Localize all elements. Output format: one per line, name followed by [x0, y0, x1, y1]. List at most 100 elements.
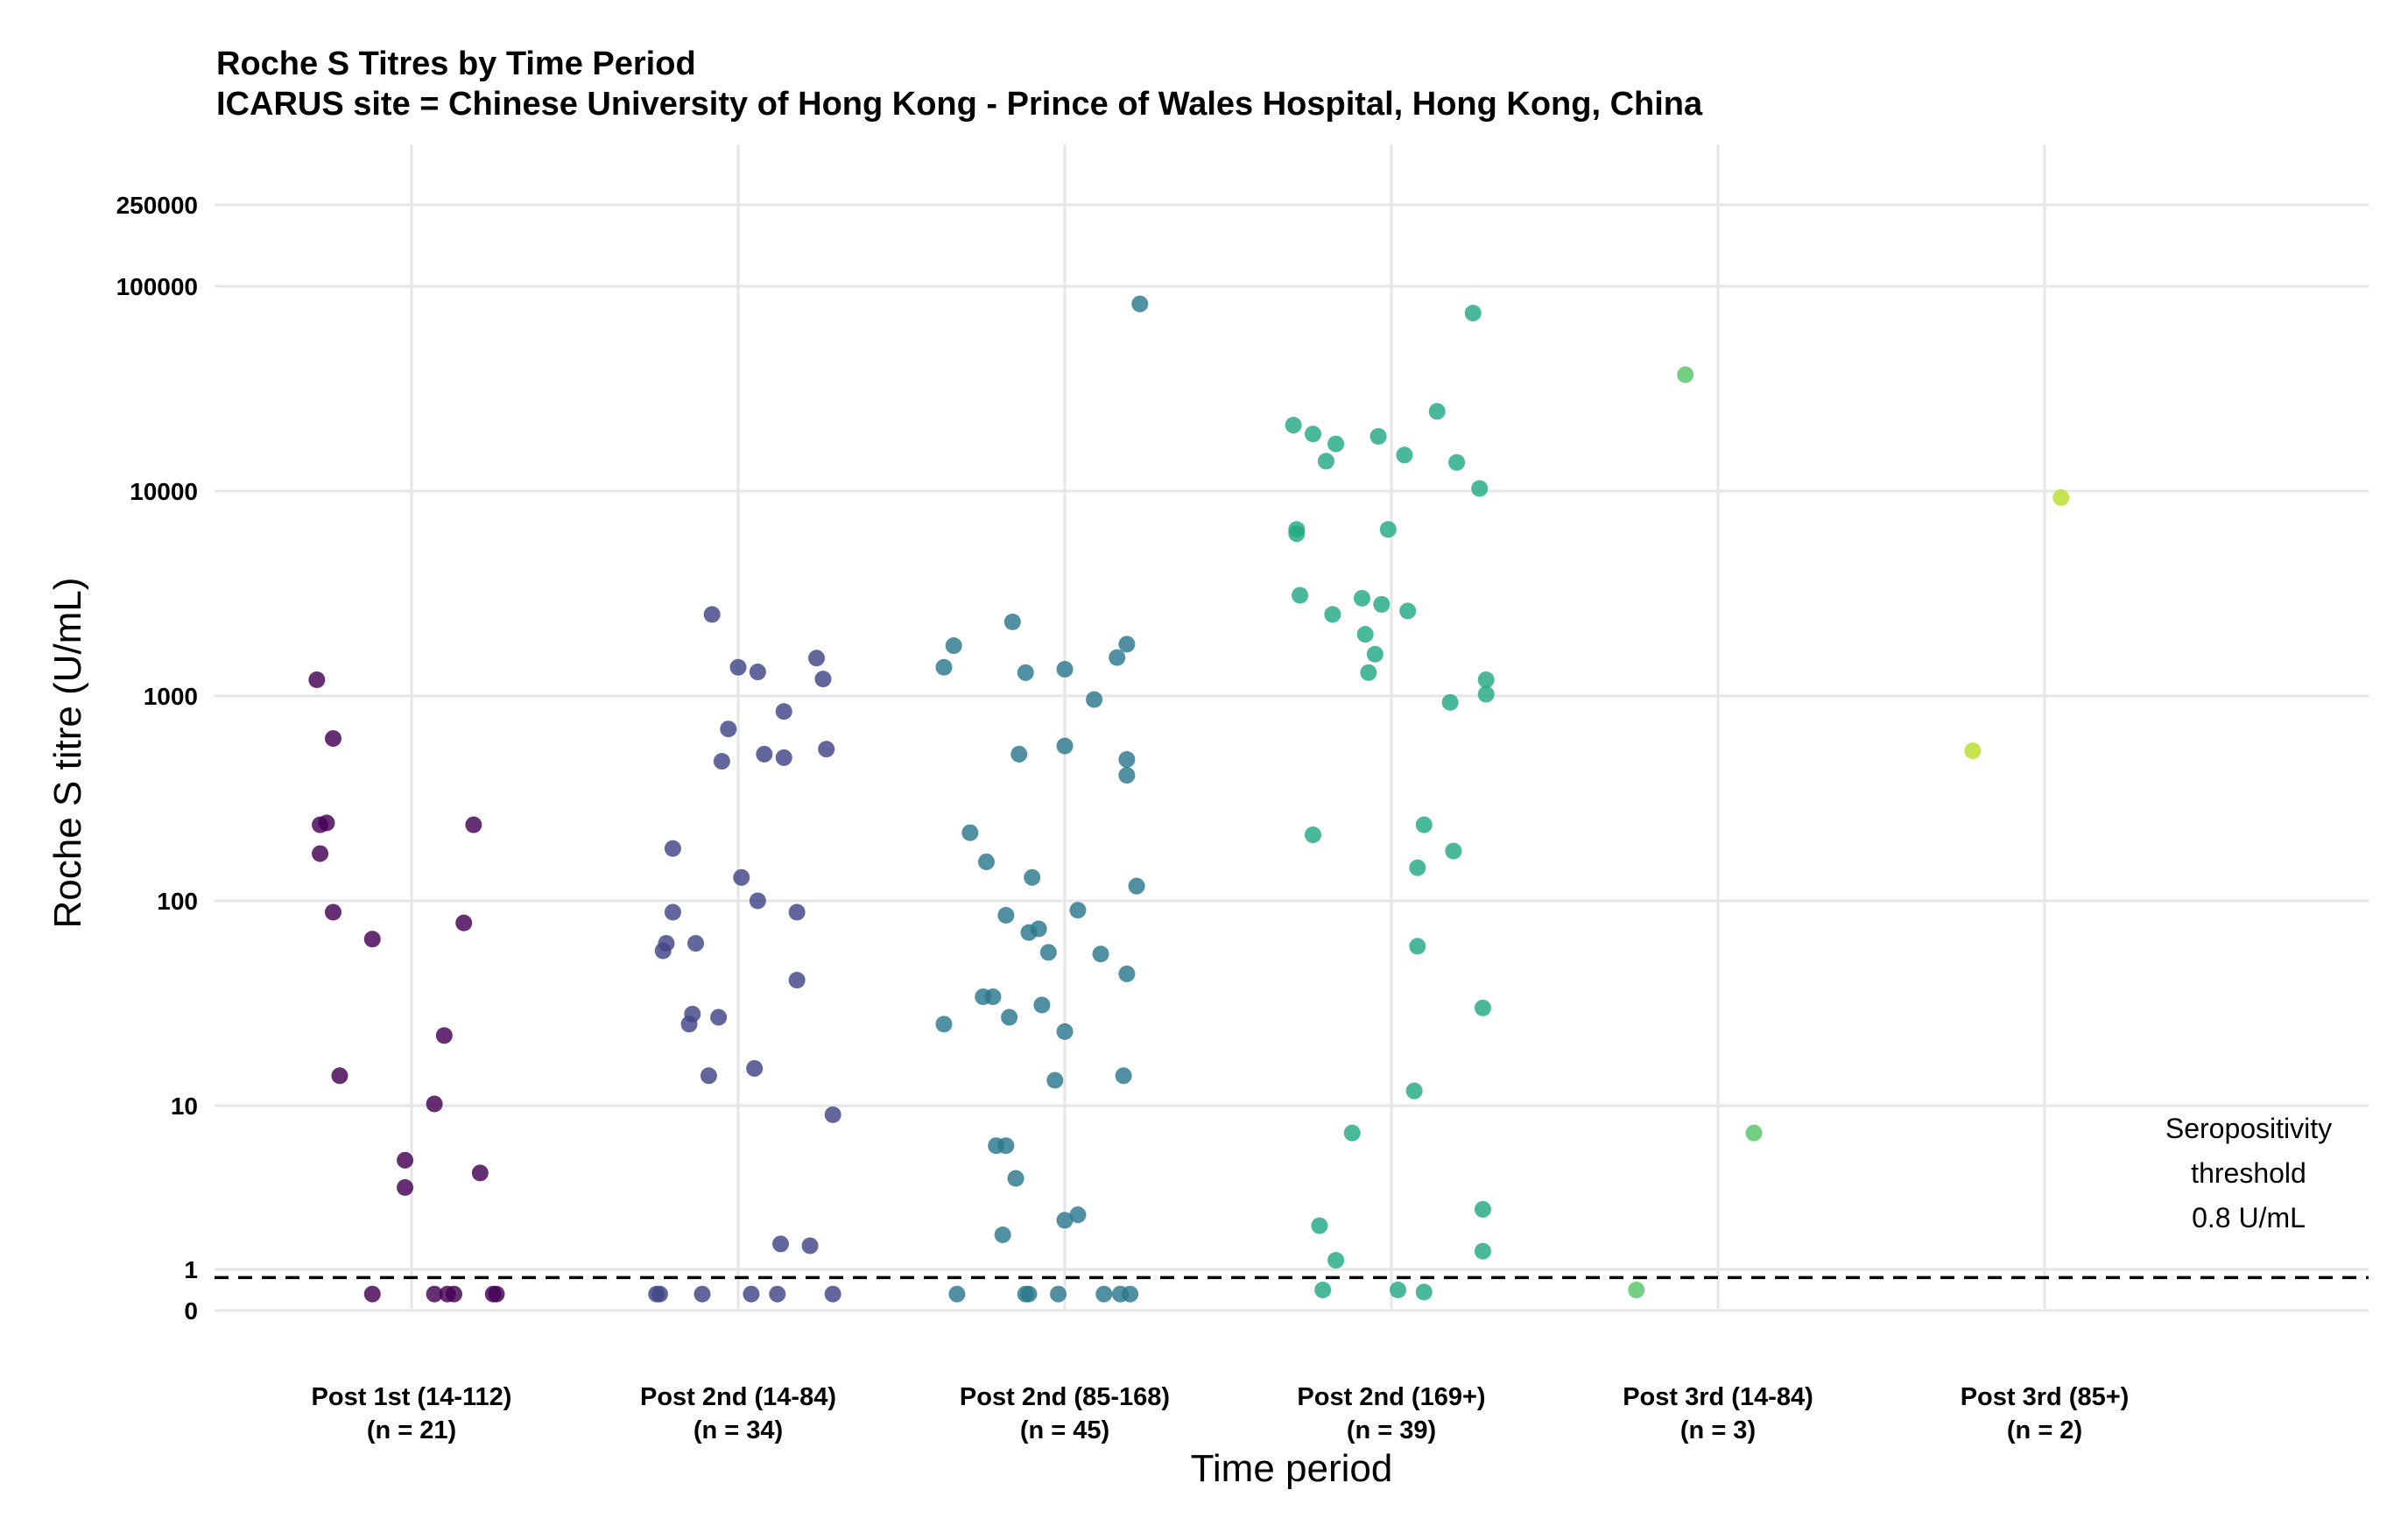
data-point	[1464, 305, 1482, 322]
data-point	[1415, 1283, 1433, 1301]
y-axis-title: Roche S titre (U/mL)	[46, 578, 89, 929]
y-tick-label: 100	[157, 888, 198, 915]
grid	[215, 144, 2369, 1312]
data-point	[1448, 453, 1466, 471]
data-point	[1474, 1242, 1491, 1260]
data-point	[997, 907, 1015, 924]
data-point	[935, 1015, 953, 1033]
y-tick-label: 1000	[144, 683, 198, 710]
data-point	[749, 892, 766, 910]
y-tick-label: 100000	[116, 273, 198, 300]
data-point	[775, 703, 792, 720]
data-point	[1118, 767, 1136, 784]
x-tick-label: Post 2nd (14-84)	[640, 1383, 836, 1411]
data-point	[733, 868, 750, 886]
data-point	[664, 840, 681, 857]
data-point	[324, 903, 341, 921]
x-tick-n-label: (n = 39)	[1347, 1416, 1436, 1444]
data-point	[1050, 1285, 1067, 1303]
data-point	[1118, 965, 1136, 982]
data-point	[1356, 626, 1374, 643]
data-point	[1007, 1170, 1024, 1187]
data-point	[801, 1237, 819, 1254]
data-points	[308, 295, 2070, 1303]
data-point	[1122, 1285, 1139, 1303]
data-point	[1118, 636, 1136, 653]
data-point	[1474, 999, 1491, 1016]
data-point	[397, 1179, 414, 1196]
data-point	[1109, 649, 1126, 666]
data-point	[654, 942, 672, 959]
data-point	[664, 903, 681, 921]
data-point	[994, 1226, 1011, 1244]
data-point	[1360, 664, 1377, 681]
data-point	[1115, 1067, 1132, 1085]
data-point	[771, 1235, 789, 1253]
data-point	[1069, 902, 1087, 919]
data-point	[1379, 521, 1397, 538]
data-point	[426, 1095, 443, 1113]
data-point	[1020, 924, 1038, 941]
data-point	[318, 814, 335, 832]
data-point	[324, 730, 341, 748]
data-point	[948, 1285, 966, 1303]
data-point	[465, 816, 482, 833]
chart-title: Roche S Titres by Time Period	[216, 46, 696, 82]
data-point	[687, 935, 705, 952]
data-point	[1405, 1082, 1423, 1100]
data-point	[729, 658, 747, 676]
data-point	[1409, 938, 1426, 955]
data-point	[1131, 295, 1149, 313]
x-tick-label: Post 2nd (85-168)	[960, 1383, 1170, 1411]
data-point	[756, 745, 773, 762]
data-point	[1118, 750, 1136, 768]
data-point	[1092, 945, 1109, 963]
x-tick-n-label: (n = 3)	[1680, 1416, 1756, 1444]
data-point	[363, 1285, 381, 1303]
data-point	[1292, 587, 1309, 604]
x-tick-label: Post 3rd (85+)	[1961, 1383, 2130, 1411]
x-tick-n-label: (n = 2)	[2007, 1416, 2082, 1444]
data-point	[1428, 403, 1446, 420]
data-point	[1369, 427, 1387, 445]
data-point	[1327, 1252, 1345, 1269]
data-point	[1317, 453, 1334, 470]
data-point	[1677, 366, 1694, 383]
data-point	[769, 1285, 786, 1303]
data-point	[1441, 693, 1459, 711]
threshold-line-group: Seropositivity threshold 0.8 U/mL	[215, 1113, 2369, 1280]
data-point	[1001, 1008, 1018, 1026]
x-tick-n-label: (n = 45)	[1020, 1416, 1109, 1444]
data-point	[1039, 944, 1057, 961]
data-point	[445, 1285, 462, 1303]
data-point	[1343, 1124, 1361, 1142]
data-point	[308, 671, 326, 688]
x-tick-n-label: (n = 34)	[694, 1416, 783, 1444]
y-tick-label: 1	[184, 1256, 198, 1283]
y-axis-ticks: 0 1 10 100 1000 10000 100000 250000	[116, 192, 198, 1325]
data-point	[1471, 480, 1489, 497]
data-point	[1033, 996, 1051, 1014]
chart-subtitle: ICARUS site = Chinese University of Hong…	[216, 86, 1703, 123]
data-point	[1069, 1206, 1087, 1224]
x-tick-n-label: (n = 21)	[367, 1416, 456, 1444]
data-point	[1003, 613, 1021, 630]
data-point	[694, 1285, 711, 1303]
data-point	[488, 1285, 505, 1303]
data-point	[1017, 664, 1034, 681]
data-point	[1327, 435, 1345, 453]
data-point	[1010, 745, 1028, 762]
data-point	[1128, 877, 1145, 895]
data-point	[397, 1151, 414, 1169]
data-point	[426, 1285, 443, 1303]
data-point	[984, 988, 1002, 1006]
data-point	[1964, 742, 1982, 760]
data-point	[713, 753, 730, 770]
data-point	[720, 720, 737, 738]
data-point	[1285, 417, 1302, 434]
y-tick-label: 10000	[130, 478, 198, 505]
data-point	[814, 671, 832, 688]
data-point	[1373, 595, 1391, 613]
data-point	[775, 748, 792, 766]
